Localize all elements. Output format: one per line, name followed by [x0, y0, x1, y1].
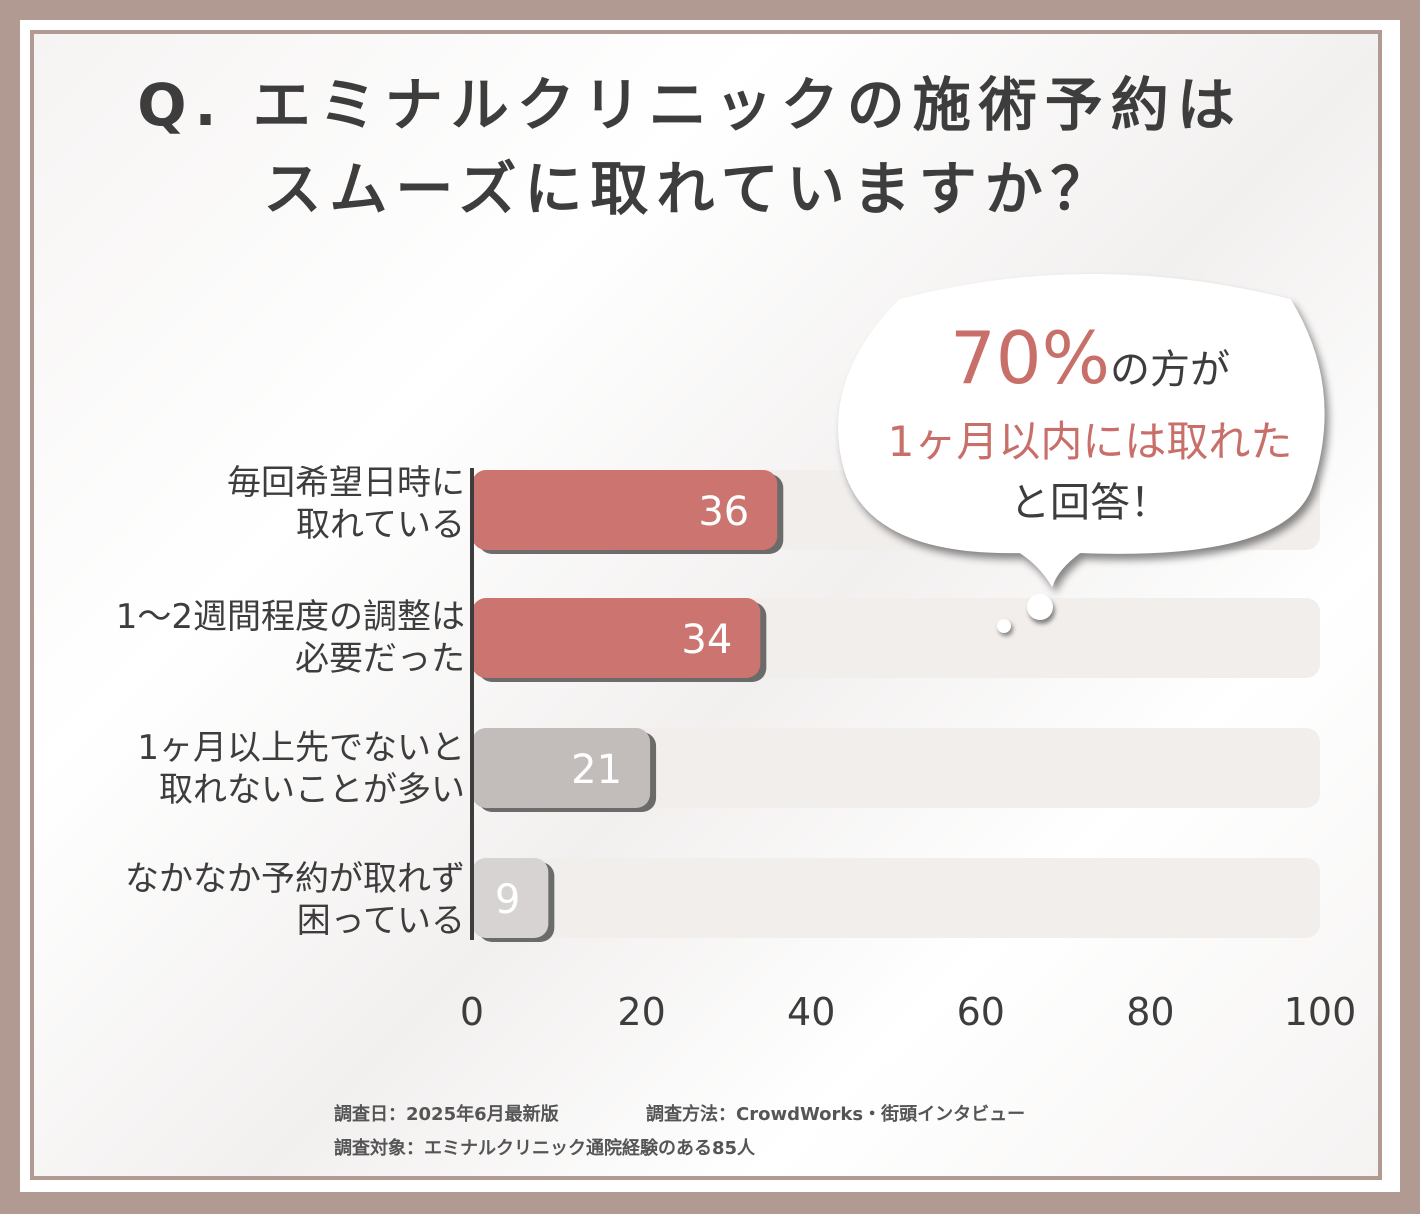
bubble-dot-large [1027, 594, 1053, 620]
bar-value-label-2: 21 [571, 747, 622, 793]
x-tick-label-5: 100 [1284, 990, 1357, 1034]
category-label-1-line-1: 1〜2週間程度の調整は [115, 597, 465, 637]
callout-highlight: 70% [949, 316, 1111, 400]
x-tick-label-1: 20 [617, 990, 665, 1034]
bar-3 [472, 858, 549, 938]
callout-line-1: 70%の方が [830, 316, 1350, 400]
title-line-2: スムーズに取れていますか？ [263, 155, 1117, 223]
bar-value-label-1: 34 [681, 617, 732, 663]
bar-value-label-0: 36 [698, 489, 749, 535]
footnote-date: 調査日：2025年6月最新版 [334, 1104, 559, 1125]
bar-1 [472, 598, 761, 678]
category-label-3-line-1: なかなか予約が取れず [125, 859, 465, 899]
category-label-3: なかなか予約が取れず 困っている [125, 858, 465, 942]
x-tick-label-0: 0 [460, 990, 484, 1034]
x-tick-label-4: 80 [1126, 990, 1174, 1034]
bar-track-3 [472, 858, 1320, 938]
category-label-1-line-2: 必要だった [295, 639, 465, 679]
category-label-0: 毎回希望日時に 取れている [227, 462, 465, 546]
x-tick-label-3: 60 [957, 990, 1005, 1034]
x-tick-label-2: 40 [787, 990, 835, 1034]
category-label-3-line-2: 困っている [296, 901, 465, 941]
category-label-2-line-2: 取れないことが多い [159, 770, 465, 810]
category-label-2-line-1: 1ヶ月以上先でないと [137, 728, 465, 768]
category-label-1: 1〜2週間程度の調整は 必要だった [116, 596, 465, 680]
bar-value-label-3: 9 [495, 877, 520, 923]
category-label-0-line-1: 毎回希望日時に [227, 463, 465, 503]
bar-track-2 [472, 728, 1320, 808]
category-label-2: 1ヶ月以上先でないと 取れないことが多い [137, 727, 465, 811]
bar-2 [472, 728, 651, 808]
footnote-method: 調査方法：CrowdWorks・街頭インタビュー [646, 1104, 1026, 1125]
bar-0 [472, 470, 778, 550]
category-label-0-line-2: 取れている [296, 505, 465, 545]
bubble-dot-small [997, 619, 1011, 633]
footnote-subject: 調査対象：エミナルクリニック通院経験のある85人 [334, 1138, 756, 1159]
callout-line-3: と回答！ [1010, 480, 1170, 526]
title-line-1: Q. エミナルクリニックの施術予約は [137, 71, 1243, 139]
callout-line-2: 1ヶ月以内には取れた [887, 417, 1293, 466]
speech-bubble [838, 274, 1325, 588]
callout-line-1-rest: の方が [1110, 347, 1231, 393]
